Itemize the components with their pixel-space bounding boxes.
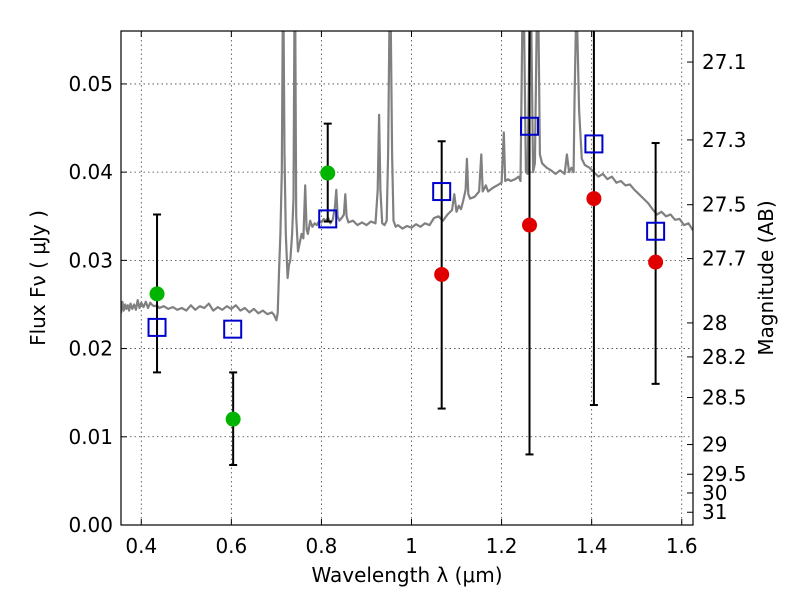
y-axis-ticks: 0.00 0.01 0.02 0.03 0.04 0.05: [68, 72, 127, 537]
x-tick-label: 0.8: [306, 534, 338, 558]
right-tick-label: 29: [702, 433, 727, 457]
right-tick-label: 27.7: [702, 247, 747, 271]
red-point: [648, 254, 664, 270]
red-point: [434, 266, 450, 282]
y-tick-label: 0.05: [68, 72, 113, 96]
green-point: [320, 165, 336, 181]
error-bars: [153, 31, 660, 467]
right-tick-label: 28.5: [702, 385, 747, 409]
right-tick-label: 28.2: [702, 345, 747, 369]
y-tick-label: 0.04: [68, 160, 113, 184]
model-square: [646, 221, 666, 241]
right-tick-label: 27.1: [702, 50, 747, 74]
red-point: [586, 191, 602, 207]
right-tick-label: 27.3: [702, 128, 747, 152]
model-square: [584, 134, 604, 154]
red-point: [522, 217, 538, 233]
model-square: [223, 319, 243, 339]
plot-frame: [120, 30, 694, 526]
right-axis-label: Magnitude (AB): [754, 200, 778, 355]
right-tick-label: 31: [702, 500, 727, 524]
model-square: [318, 209, 338, 229]
y-axis-label: Flux Fν ( μJy ): [26, 210, 50, 346]
y-tick-label: 0.01: [68, 425, 113, 449]
right-tick-label: 29.5: [702, 462, 747, 486]
model-square: [432, 182, 452, 202]
x-tick-label: 1.6: [666, 534, 698, 558]
green-point: [149, 286, 165, 302]
right-tick-label: 27.5: [702, 193, 747, 217]
model-square: [520, 116, 540, 136]
green-point: [225, 411, 241, 427]
spectrum-line: [121, 31, 693, 322]
plot-area: [121, 31, 693, 467]
right-tick-label: 30: [702, 481, 727, 505]
x-tick-label: 0.6: [215, 534, 247, 558]
model-square: [147, 317, 167, 337]
x-tick-label: 1.2: [486, 534, 518, 558]
x-axis-label: Wavelength λ (μm): [311, 563, 502, 587]
x-tick-label: 1: [405, 534, 418, 558]
right-tick-label: 28: [702, 311, 727, 335]
y-tick-label: 0.00: [68, 513, 113, 537]
y-tick-label: 0.03: [68, 248, 113, 272]
x-axis-ticks: 0.4 0.6 0.8 1 1.2 1.4 1.6: [125, 31, 698, 558]
y-tick-label: 0.02: [68, 337, 113, 361]
x-tick-label: 1.4: [576, 534, 608, 558]
photometry-points: [149, 165, 664, 427]
model-squares: [147, 116, 666, 339]
x-tick-label: 0.4: [125, 534, 157, 558]
grid-lines: [121, 31, 693, 526]
